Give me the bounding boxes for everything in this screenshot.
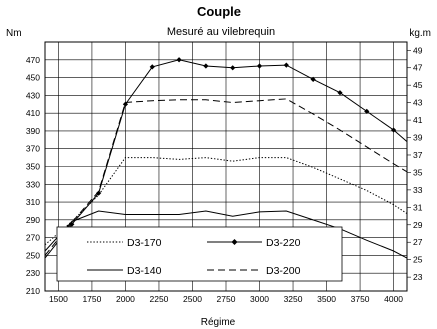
y-left-tick-label: 390: [26, 126, 40, 136]
legend-label-D3-170: D3-170: [127, 237, 162, 249]
y-right-tick-label: 47: [413, 63, 423, 73]
y-right-tick-label: 39: [413, 133, 423, 143]
series-line-D3-140: [44, 210, 408, 259]
legend-marker: [231, 239, 238, 245]
y-right-tick-label: 29: [413, 220, 423, 230]
y-left-tick-label: 410: [26, 108, 40, 118]
y-right-tick-label: 37: [413, 150, 423, 160]
series-line-D3-200: [44, 98, 408, 256]
legend-label-D3-140: D3-140: [127, 265, 162, 277]
x-tick-label: 1750: [82, 294, 101, 304]
y-left-tick-label: 470: [26, 55, 40, 65]
y-right-tick-label: 35: [413, 167, 423, 177]
data-point-marker: [230, 65, 236, 71]
y-left-tick-label: 290: [26, 215, 40, 225]
y-left-tick-label: 370: [26, 144, 40, 154]
data-point-marker: [390, 127, 397, 133]
y-right-tick-label: 45: [413, 80, 423, 90]
x-tick-label: 3750: [351, 294, 370, 304]
x-tick-label: 3000: [250, 294, 269, 304]
y-right-tick-label: 23: [413, 272, 423, 282]
y-right-tick-label: 49: [413, 45, 423, 55]
y-left-tick-label: 330: [26, 179, 40, 189]
y-right-tick-label: 43: [413, 98, 423, 108]
x-tick-label: 2250: [150, 294, 169, 304]
y-right-tick-label: 33: [413, 185, 423, 195]
data-point-marker: [310, 76, 316, 82]
data-point-marker: [283, 62, 289, 68]
data-point-marker: [149, 64, 155, 70]
y-right-tick-label: 41: [413, 115, 423, 125]
data-point-marker: [122, 101, 129, 107]
x-tick-label: 3500: [317, 294, 336, 304]
series-lines: [44, 57, 408, 259]
y-axis-left-unit: Nm: [6, 28, 22, 39]
x-tick-label: 1500: [49, 294, 68, 304]
data-point-marker: [337, 90, 343, 96]
y-left-tick-label: 250: [26, 250, 40, 260]
y-left-tick-label: 210: [26, 286, 40, 296]
legend: D3-170 D3-220 D3-140 D3-200: [56, 226, 343, 282]
legend-box: [56, 226, 343, 282]
y-left-tick-label: 270: [26, 233, 40, 243]
y-left-tick-label: 430: [26, 90, 40, 100]
data-point-marker: [96, 190, 102, 196]
data-point-marker: [364, 108, 370, 114]
chart-subtitle: Mesuré au vilebrequin: [167, 26, 275, 38]
y-left-tick-label: 450: [26, 73, 40, 83]
x-tick-label: 2500: [183, 294, 202, 304]
legend-label-D3-220: D3-220: [266, 237, 301, 249]
y-right-tick-label: 27: [413, 237, 423, 247]
y-left-tick-label: 350: [26, 162, 40, 172]
x-tick-label: 3250: [284, 294, 303, 304]
tick-labels: 1500 1750 2000 2250 2500 2750 3000 3250 3500 3750…: [26, 45, 423, 304]
y-right-tick-label: 25: [413, 255, 423, 265]
y-left-tick-label: 230: [26, 268, 40, 278]
y-right-tick-label: 31: [413, 202, 423, 212]
x-tick-label: 2750: [217, 294, 236, 304]
data-point-marker: [176, 57, 182, 63]
x-axis-title: Régime: [201, 317, 236, 328]
plot-frame: [44, 41, 408, 292]
x-tick-label: 4000: [384, 294, 403, 304]
y-left-tick-label: 310: [26, 197, 40, 207]
chart-title: Couple: [197, 4, 241, 19]
data-point-marker: [203, 63, 209, 69]
x-tick-label: 2000: [116, 294, 135, 304]
y-axis-right-unit: kg.m: [409, 28, 431, 39]
data-point-marker: [256, 63, 263, 69]
legend-label-D3-200: D3-200: [266, 265, 301, 277]
